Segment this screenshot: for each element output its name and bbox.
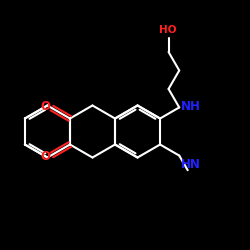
Text: HN: HN bbox=[181, 158, 201, 171]
Text: NH: NH bbox=[181, 100, 201, 114]
Text: O: O bbox=[40, 150, 50, 163]
Text: HO: HO bbox=[158, 25, 176, 35]
Text: O: O bbox=[40, 100, 50, 113]
